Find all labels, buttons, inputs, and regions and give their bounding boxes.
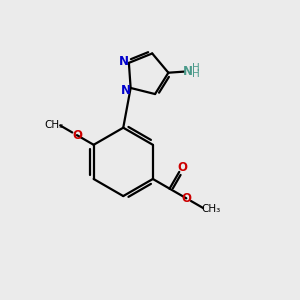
Text: H: H (192, 63, 200, 73)
Text: O: O (181, 192, 191, 205)
Text: N: N (183, 65, 193, 78)
Text: CH₃: CH₃ (201, 204, 220, 214)
Text: N: N (118, 55, 128, 68)
Text: N: N (121, 84, 131, 98)
Text: O: O (177, 161, 187, 174)
Text: O: O (72, 129, 82, 142)
Text: H: H (192, 69, 200, 79)
Text: CH₃: CH₃ (44, 120, 63, 130)
